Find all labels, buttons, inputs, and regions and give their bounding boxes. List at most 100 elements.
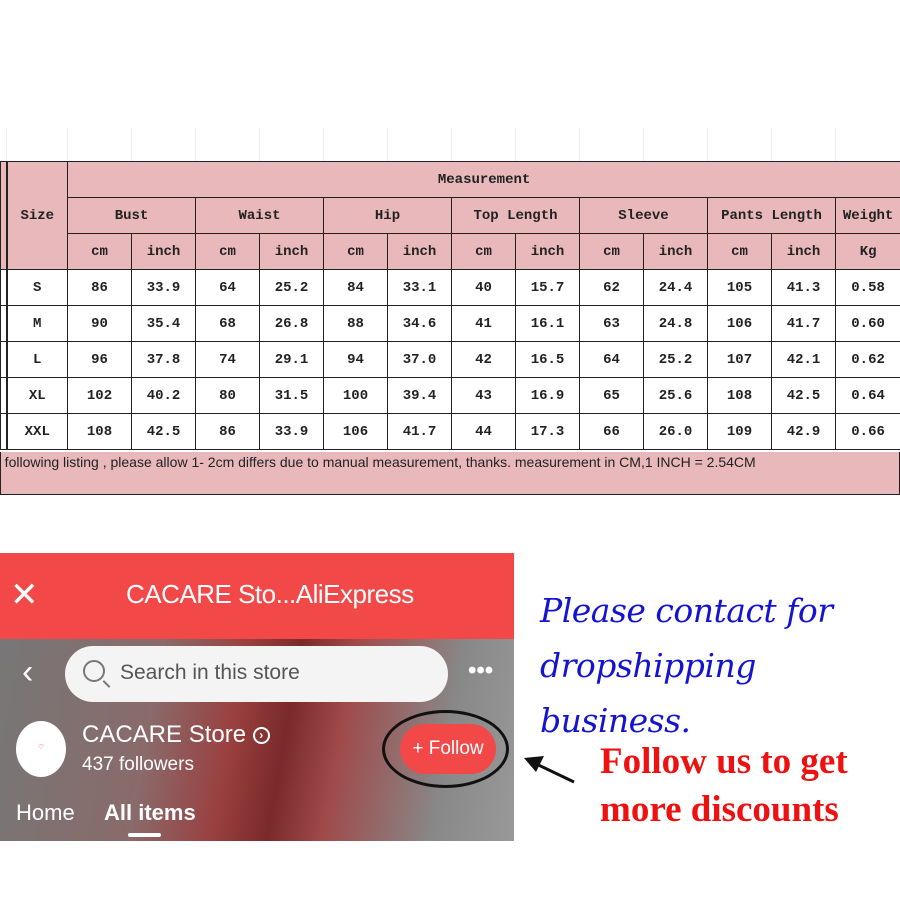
value-cell: 25.2 bbox=[259, 269, 324, 306]
app-title-bar: ✕ CACARE Sto...AliExpress bbox=[0, 553, 514, 639]
table-row: XXL 108 42.5 86 33.9 106 41.7 44 17.3 66 26.0 109 42… bbox=[0, 413, 900, 450]
value-cell: 108 bbox=[707, 377, 772, 414]
unit-header: inch bbox=[131, 233, 196, 270]
dropshipping-message: Please contact for dropshipping business… bbox=[540, 591, 833, 740]
value-cell: 106 bbox=[707, 305, 772, 342]
value-cell: 24.4 bbox=[643, 269, 708, 306]
value-cell: 29.1 bbox=[259, 341, 324, 378]
highlight-circle bbox=[382, 710, 509, 788]
store-search-input[interactable]: Search in this store bbox=[65, 646, 448, 702]
value-cell: 84 bbox=[323, 269, 388, 306]
value-cell: 16.1 bbox=[515, 305, 580, 342]
value-cell: 33.9 bbox=[259, 413, 324, 450]
value-cell: 39.4 bbox=[387, 377, 452, 414]
value-cell: 96 bbox=[67, 341, 132, 378]
store-name[interactable]: CACARE Store › bbox=[82, 721, 270, 749]
value-cell: 44 bbox=[451, 413, 516, 450]
size-cell: XL bbox=[6, 377, 68, 414]
value-cell: 90 bbox=[67, 305, 132, 342]
back-icon[interactable]: ‹ bbox=[22, 653, 34, 691]
value-cell: 24.8 bbox=[643, 305, 708, 342]
value-cell: 105 bbox=[707, 269, 772, 306]
measurement-header: Measurement bbox=[66, 161, 900, 198]
value-cell: 0.66 bbox=[834, 413, 900, 450]
value-cell: 26.8 bbox=[259, 305, 324, 342]
group-header: Bust bbox=[67, 197, 196, 234]
measurement-note: e following listing , please allow 1- 2c… bbox=[0, 452, 900, 495]
unit-header: cm bbox=[67, 233, 132, 270]
value-cell: 33.1 bbox=[387, 269, 452, 306]
value-cell: 108 bbox=[67, 413, 132, 450]
value-cell: 15.7 bbox=[515, 269, 580, 306]
store-logo: ♡ bbox=[16, 721, 66, 777]
value-cell: 0.60 bbox=[834, 305, 900, 342]
group-header: Top Length bbox=[451, 197, 580, 234]
value-cell: 41.3 bbox=[771, 269, 836, 306]
tab-home[interactable]: Home bbox=[16, 800, 75, 825]
value-cell: 42.9 bbox=[771, 413, 836, 450]
unit-header: cm bbox=[195, 233, 260, 270]
follow-promo: Follow us to get more discounts bbox=[600, 741, 848, 830]
store-app-screenshot: ✕ CACARE Sto...AliExpress ‹ Search in th… bbox=[0, 553, 514, 841]
value-cell: 0.58 bbox=[834, 269, 900, 306]
size-header: Size bbox=[6, 161, 68, 270]
search-icon bbox=[83, 660, 105, 682]
unit-header: inch bbox=[259, 233, 324, 270]
size-cell: M bbox=[6, 305, 68, 342]
value-cell: 86 bbox=[195, 413, 260, 450]
value-cell: 41.7 bbox=[387, 413, 452, 450]
app-title: CACARE Sto...AliExpress bbox=[126, 579, 414, 609]
value-cell: 25.6 bbox=[643, 377, 708, 414]
value-cell: 74 bbox=[195, 341, 260, 378]
value-cell: 33.9 bbox=[131, 269, 196, 306]
tab-all-items[interactable]: All items bbox=[104, 800, 196, 825]
unit-header: cm bbox=[451, 233, 516, 270]
value-cell: 68 bbox=[195, 305, 260, 342]
size-cell: L bbox=[6, 341, 68, 378]
unit-header: cm bbox=[579, 233, 644, 270]
value-cell: 42 bbox=[451, 341, 516, 378]
value-cell: 64 bbox=[195, 269, 260, 306]
unit-header: inch bbox=[515, 233, 580, 270]
value-cell: 26.0 bbox=[643, 413, 708, 450]
value-cell: 88 bbox=[323, 305, 388, 342]
value-cell: 86 bbox=[67, 269, 132, 306]
value-cell: 100 bbox=[323, 377, 388, 414]
followers-count: 437 followers bbox=[82, 754, 194, 775]
unit-header: inch bbox=[643, 233, 708, 270]
unit-header: cm bbox=[323, 233, 388, 270]
value-cell: 35.4 bbox=[131, 305, 196, 342]
value-cell: 0.62 bbox=[834, 341, 900, 378]
more-icon[interactable]: ••• bbox=[468, 657, 494, 684]
value-cell: 65 bbox=[579, 377, 644, 414]
table-row: M 90 35.4 68 26.8 88 34.6 41 16.1 63 24.8 106 41.7 0.… bbox=[0, 305, 900, 342]
close-icon[interactable]: ✕ bbox=[10, 576, 39, 614]
arrow-pointer-icon bbox=[524, 756, 575, 784]
value-cell: 42.5 bbox=[771, 377, 836, 414]
active-tab-indicator bbox=[128, 833, 161, 837]
value-cell: 80 bbox=[195, 377, 260, 414]
value-cell: 102 bbox=[67, 377, 132, 414]
value-cell: 37.8 bbox=[131, 341, 196, 378]
header-row-groups: Bust Waist Hip Top Length Sleeve Pants Length… bbox=[1, 197, 900, 234]
value-cell: 34.6 bbox=[387, 305, 452, 342]
value-cell: 41 bbox=[451, 305, 516, 342]
group-header: Pants Length bbox=[707, 197, 836, 234]
value-cell: 16.5 bbox=[515, 341, 580, 378]
unit-header: cm bbox=[707, 233, 772, 270]
value-cell: 62 bbox=[579, 269, 644, 306]
size-cell: S bbox=[6, 269, 68, 306]
value-cell: 107 bbox=[707, 341, 772, 378]
group-header: Weight bbox=[834, 197, 900, 234]
size-chart-table: Size Measurement Bust Waist Hip Top Length S… bbox=[0, 161, 900, 450]
chevron-right-icon: › bbox=[252, 727, 270, 744]
value-cell: 17.3 bbox=[515, 413, 580, 450]
value-cell: 40.2 bbox=[131, 377, 196, 414]
value-cell: 64 bbox=[579, 341, 644, 378]
value-cell: 25.2 bbox=[643, 341, 708, 378]
follow-button[interactable]: + Follow bbox=[400, 724, 496, 774]
value-cell: 31.5 bbox=[259, 377, 324, 414]
table-row: S 86 33.9 64 25.2 84 33.1 40 15.7 62 24.4 105 41.3 0.… bbox=[0, 269, 900, 306]
unit-header: Kg bbox=[834, 233, 900, 270]
unit-header: inch bbox=[387, 233, 452, 270]
